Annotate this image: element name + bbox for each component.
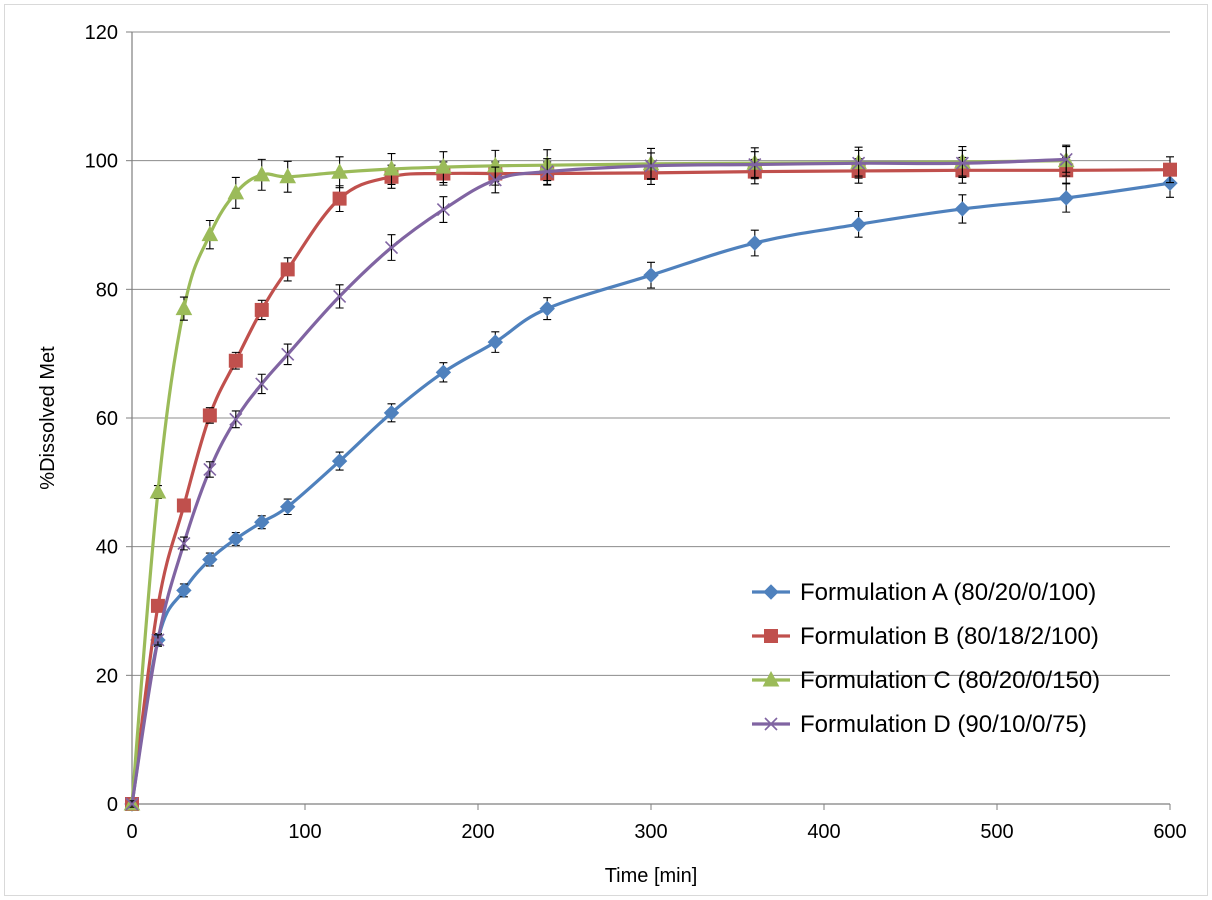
y-tick-label: 100 — [85, 151, 118, 173]
data-point — [281, 347, 295, 361]
x-tick-label: 200 — [461, 821, 494, 843]
y-tick-label: 120 — [85, 22, 118, 44]
data-point — [280, 262, 295, 277]
data-point — [253, 165, 271, 182]
legend-label: Formulation C (80/20/0/150) — [800, 667, 1100, 694]
legend-marker — [762, 670, 780, 687]
series-4 — [125, 145, 1073, 811]
y-tick-label: 40 — [96, 537, 118, 559]
chart-frame — [4, 4, 1208, 896]
data-point — [540, 165, 554, 179]
data-point — [1058, 190, 1074, 206]
data-point — [333, 289, 347, 303]
legend-marker — [764, 629, 778, 643]
data-point — [176, 582, 192, 599]
x-tick-label: 600 — [1153, 821, 1186, 843]
y-axis-title: %Dissolved Met — [37, 346, 59, 490]
x-axis-title: Time [min] — [605, 865, 698, 887]
legend: Formulation A (80/20/0/100) Formulation B… — [752, 579, 1100, 738]
data-point — [644, 159, 658, 173]
data-point — [255, 377, 269, 391]
y-tick-label: 60 — [96, 408, 118, 430]
data-point — [331, 163, 348, 179]
data-point — [228, 531, 244, 547]
series-line — [130, 157, 1067, 805]
legend-label: Formulation B (80/18/2/100) — [800, 623, 1099, 650]
series-line — [130, 168, 1171, 805]
data-point — [332, 191, 347, 206]
legend-marker — [764, 717, 778, 731]
data-point — [487, 334, 504, 350]
data-point — [383, 159, 400, 176]
legend-label: Formulation A (80/20/0/100) — [800, 579, 1096, 606]
data-point — [279, 167, 297, 184]
data-point — [1162, 175, 1178, 191]
data-point — [539, 300, 555, 317]
data-point — [852, 156, 866, 170]
data-point — [435, 364, 452, 381]
data-point — [149, 482, 167, 499]
data-point — [176, 498, 191, 513]
data-point — [229, 412, 243, 426]
y-tick-label: 80 — [96, 279, 118, 301]
data-point — [850, 216, 867, 233]
x-tick-label: 500 — [980, 821, 1013, 843]
data-point — [488, 173, 502, 187]
data-point — [228, 353, 243, 368]
x-tick-label: 100 — [288, 821, 321, 843]
data-point — [954, 201, 971, 217]
data-point — [125, 797, 139, 811]
data-point — [643, 267, 659, 283]
data-point — [279, 499, 296, 515]
data-point — [436, 202, 450, 217]
data-point — [150, 598, 165, 613]
data-point — [201, 225, 219, 242]
data-point — [384, 240, 399, 255]
x-tick-label: 400 — [807, 821, 840, 843]
data-point — [254, 514, 270, 530]
data-point — [227, 183, 245, 200]
data-point — [747, 235, 763, 251]
data-point — [331, 453, 348, 469]
data-point — [151, 633, 165, 647]
x-tick-label: 0 — [126, 821, 137, 843]
legend-label: Formulation D (90/10/0/75) — [800, 711, 1087, 738]
data-point — [435, 158, 452, 174]
data-point — [203, 462, 217, 477]
series-line — [130, 159, 1067, 805]
data-point — [175, 299, 193, 316]
data-point — [254, 302, 269, 317]
y-tick-label: 20 — [96, 665, 118, 687]
y-tick-label: 0 — [107, 794, 118, 816]
data-point — [1163, 162, 1177, 177]
data-point — [955, 156, 969, 170]
legend-marker — [763, 584, 779, 600]
data-point — [202, 551, 218, 568]
data-point — [1059, 152, 1073, 166]
data-point — [202, 408, 217, 423]
x-tick-label: 300 — [634, 821, 667, 843]
data-point — [383, 405, 400, 421]
data-point — [177, 536, 191, 551]
data-point — [748, 157, 762, 172]
